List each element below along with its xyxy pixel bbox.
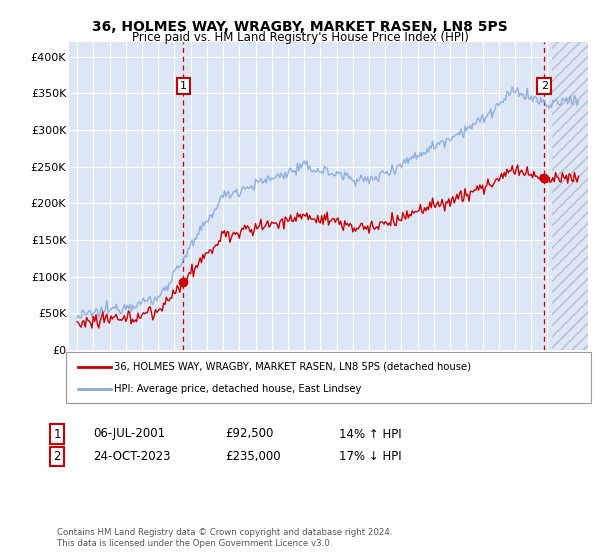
Text: 1: 1 (180, 81, 187, 91)
Text: 06-JUL-2001: 06-JUL-2001 (93, 427, 165, 441)
Text: HPI: Average price, detached house, East Lindsey: HPI: Average price, detached house, East… (114, 384, 361, 394)
Text: 17% ↓ HPI: 17% ↓ HPI (339, 450, 401, 463)
Text: Contains HM Land Registry data © Crown copyright and database right 2024.
This d: Contains HM Land Registry data © Crown c… (57, 528, 392, 548)
Text: 2: 2 (53, 450, 61, 463)
Text: Price paid vs. HM Land Registry's House Price Index (HPI): Price paid vs. HM Land Registry's House … (131, 31, 469, 44)
Text: 2: 2 (541, 81, 548, 91)
Text: 1: 1 (53, 427, 61, 441)
Bar (551, 42, 588, 350)
Text: 24-OCT-2023: 24-OCT-2023 (93, 450, 170, 463)
Text: 36, HOLMES WAY, WRAGBY, MARKET RASEN, LN8 5PS (detached house): 36, HOLMES WAY, WRAGBY, MARKET RASEN, LN… (114, 362, 471, 372)
Text: 14% ↑ HPI: 14% ↑ HPI (339, 427, 401, 441)
Text: 36, HOLMES WAY, WRAGBY, MARKET RASEN, LN8 5PS: 36, HOLMES WAY, WRAGBY, MARKET RASEN, LN… (92, 20, 508, 34)
Text: £235,000: £235,000 (225, 450, 281, 463)
Text: £92,500: £92,500 (225, 427, 274, 441)
